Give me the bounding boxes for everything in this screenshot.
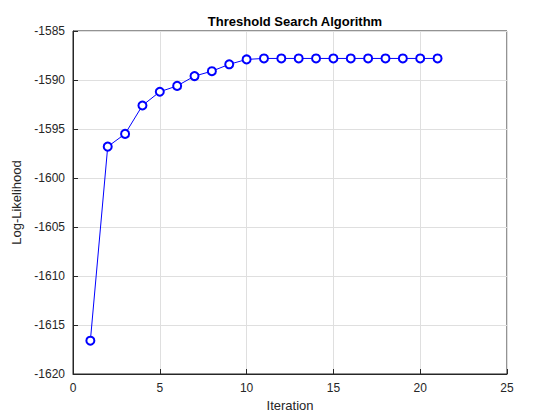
svg-text:-1585: -1585 xyxy=(34,24,65,38)
svg-text:-1600: -1600 xyxy=(34,171,65,185)
svg-text:-1615: -1615 xyxy=(34,318,65,332)
svg-text:Threshold Search Algorithm: Threshold Search Algorithm xyxy=(208,14,382,29)
svg-text:-1595: -1595 xyxy=(34,122,65,136)
svg-text:Iteration: Iteration xyxy=(267,398,314,413)
svg-text:15: 15 xyxy=(327,381,341,395)
svg-text:5: 5 xyxy=(156,381,163,395)
svg-text:-1605: -1605 xyxy=(34,220,65,234)
svg-text:-1610: -1610 xyxy=(34,269,65,283)
svg-text:20: 20 xyxy=(414,381,428,395)
svg-text:25: 25 xyxy=(500,381,514,395)
svg-text:10: 10 xyxy=(240,381,254,395)
svg-text:0: 0 xyxy=(70,381,77,395)
svg-text:-1620: -1620 xyxy=(34,367,65,381)
svg-text:Log-Likelihood: Log-Likelihood xyxy=(9,160,24,245)
svg-text:-1590: -1590 xyxy=(34,73,65,87)
